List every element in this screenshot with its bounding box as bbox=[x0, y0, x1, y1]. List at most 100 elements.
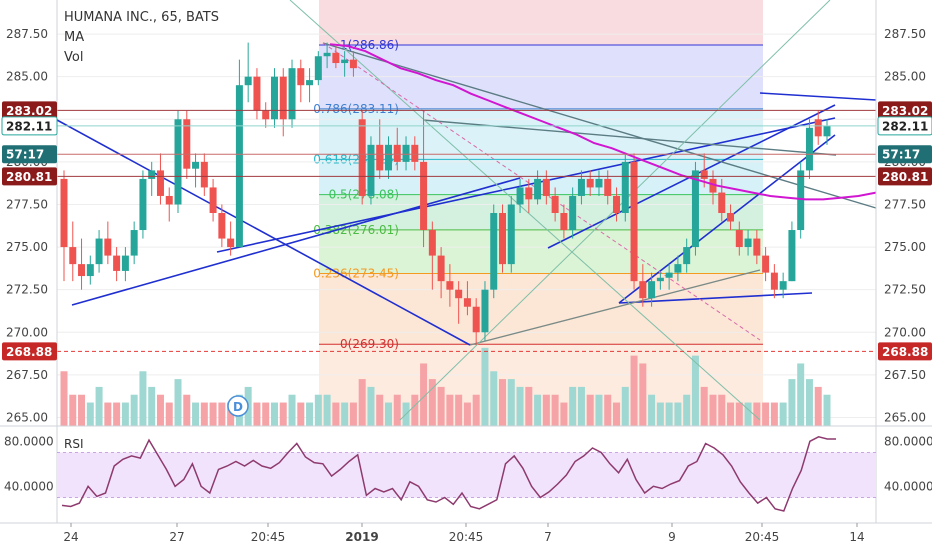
trend-line bbox=[216, 117, 836, 253]
y-tick-label-right: 285.00 bbox=[884, 70, 926, 84]
volume-bar bbox=[499, 379, 507, 426]
candle-body bbox=[700, 170, 708, 179]
volume-bar bbox=[270, 402, 278, 426]
candle-body bbox=[121, 255, 129, 271]
candle-body bbox=[507, 204, 515, 265]
candle-body bbox=[314, 56, 322, 81]
candle-body bbox=[648, 281, 656, 299]
rsi-tick-label-right: 40.0000 bbox=[884, 479, 932, 493]
volume-bar bbox=[148, 386, 156, 426]
volume-bar bbox=[78, 394, 86, 426]
volume-bar bbox=[227, 402, 235, 426]
candle-body bbox=[60, 178, 68, 248]
volume-bar bbox=[735, 402, 743, 426]
price-tag-label: 282.11 bbox=[6, 119, 52, 133]
y-tick-label-left: 275.00 bbox=[6, 240, 48, 254]
candle-body bbox=[691, 170, 699, 248]
volume-bar bbox=[428, 379, 436, 426]
price-tag-label: 280.81 bbox=[882, 170, 928, 184]
volume-bar bbox=[577, 386, 585, 426]
volume-bar bbox=[762, 402, 770, 426]
price-tag bbox=[2, 167, 57, 186]
candle-body bbox=[148, 170, 156, 179]
price-tag-label: 268.88 bbox=[882, 345, 928, 359]
candle-body bbox=[209, 187, 217, 213]
legend-ma[interactable]: MA bbox=[64, 30, 85, 45]
chart-legend: HUMANA INC., 65, BATS MA Vol bbox=[64, 8, 219, 68]
volume-bar bbox=[604, 394, 612, 426]
candle-body bbox=[95, 238, 103, 265]
candle-body bbox=[674, 264, 682, 273]
candle-body bbox=[525, 187, 533, 200]
y-tick-label-left: 285.00 bbox=[6, 70, 48, 84]
y-tick-label-right: 270.00 bbox=[884, 325, 926, 339]
candle-body bbox=[639, 281, 647, 299]
volume-bar bbox=[481, 347, 489, 426]
volume-bar bbox=[156, 394, 164, 426]
legend-volume[interactable]: Vol bbox=[64, 50, 84, 65]
candle-body bbox=[797, 170, 805, 231]
legend-rsi[interactable]: RSI bbox=[64, 437, 84, 451]
x-tick-label: 27 bbox=[169, 530, 184, 544]
volume-bar bbox=[700, 386, 708, 426]
y-tick-label-right: 265.00 bbox=[884, 410, 926, 424]
price-tag bbox=[878, 342, 932, 361]
price-tag bbox=[2, 101, 57, 120]
y-tick-label-left: 267.50 bbox=[6, 368, 48, 382]
candle-body bbox=[735, 230, 743, 248]
candle-body bbox=[630, 161, 638, 282]
legend-symbol: HUMANA INC., 65, BATS bbox=[64, 10, 219, 25]
price-tag-label: 57:17 bbox=[882, 148, 920, 162]
candle-body bbox=[332, 52, 340, 64]
volume-bar bbox=[174, 379, 182, 426]
x-tick-label: 2019 bbox=[345, 530, 378, 544]
candle-body bbox=[165, 195, 173, 205]
volume-bar bbox=[165, 402, 173, 426]
fib-zone bbox=[319, 0, 763, 45]
price-tag bbox=[878, 145, 932, 164]
candle-body bbox=[463, 298, 471, 307]
candle-body bbox=[358, 119, 366, 196]
volume-bar bbox=[621, 386, 629, 426]
candle-body bbox=[560, 213, 568, 231]
candle-body bbox=[805, 127, 813, 171]
trend-line bbox=[469, 269, 761, 346]
y-tick-label-left: 277.50 bbox=[6, 197, 48, 211]
y-tick-label-right: 272.50 bbox=[884, 283, 926, 297]
candle-body bbox=[744, 238, 752, 248]
dividend-marker bbox=[227, 395, 249, 417]
volume-bar bbox=[639, 363, 647, 426]
volume-bar bbox=[420, 363, 428, 426]
volume-bar bbox=[727, 402, 735, 426]
candle-body bbox=[235, 85, 243, 248]
candle-body bbox=[367, 144, 375, 196]
volume-bar bbox=[279, 402, 287, 426]
price-tag bbox=[878, 101, 932, 120]
volume-bar bbox=[814, 386, 822, 426]
candle-body bbox=[481, 289, 489, 333]
candle-body bbox=[306, 80, 314, 86]
x-tick-label: 7 bbox=[544, 530, 552, 544]
fib-level-label: 1(286.86) bbox=[340, 38, 399, 52]
x-tick-label: 14 bbox=[849, 530, 864, 544]
rsi-line bbox=[61, 436, 836, 512]
candle-body bbox=[376, 144, 384, 171]
dividend-marker-label: D bbox=[233, 400, 243, 414]
y-tick-label-left: 287.50 bbox=[6, 27, 48, 41]
volume-bar bbox=[209, 402, 217, 426]
volume-bar bbox=[770, 402, 778, 426]
candle-body bbox=[770, 272, 778, 290]
candle-body bbox=[78, 264, 86, 277]
candle-body bbox=[183, 119, 191, 169]
candle-body bbox=[86, 264, 94, 277]
volume-bar bbox=[323, 394, 331, 426]
volume-bar bbox=[288, 394, 296, 426]
volume-bar bbox=[542, 394, 550, 426]
rsi-band bbox=[57, 452, 876, 498]
volume-bar bbox=[665, 402, 673, 426]
volume-bar bbox=[656, 402, 664, 426]
volume-bar bbox=[797, 363, 805, 426]
candle-body bbox=[244, 76, 252, 86]
